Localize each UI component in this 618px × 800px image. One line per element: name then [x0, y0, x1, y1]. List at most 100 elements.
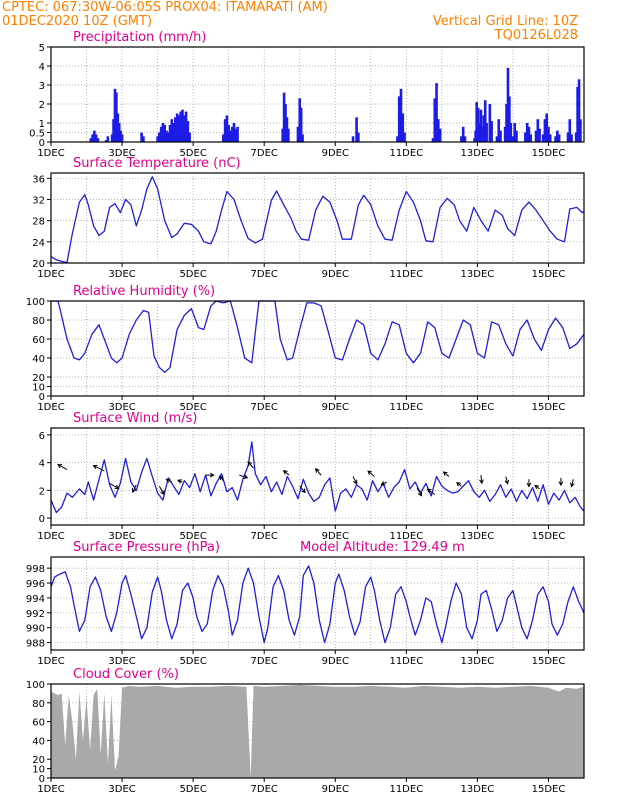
humidity-xtick-label: 1DEC — [37, 402, 64, 413]
pressure-ytick-label: 990 — [26, 624, 45, 635]
precipitation-bar — [568, 119, 572, 142]
precipitation-bar — [399, 88, 403, 142]
wind-line — [50, 441, 585, 514]
wind-frame — [50, 427, 585, 526]
wind-arrow — [426, 488, 436, 495]
precipitation-bar — [433, 98, 437, 142]
wind-arrow — [247, 461, 254, 469]
cloud-ytick-label: 10 — [32, 765, 45, 776]
pressure-ytick-label: 998 — [26, 564, 45, 575]
temperature-xtick-label: 15DEC — [532, 269, 566, 280]
precipitation-bar — [140, 132, 143, 142]
pressure-xtick-label: 15DEC — [532, 656, 566, 667]
temperature-ytick-label: 36 — [32, 174, 45, 185]
precipitation-bar — [510, 136, 514, 142]
wind-arrow — [132, 484, 137, 493]
precipitation-bar — [94, 134, 98, 142]
humidity-xtick-label: 15DEC — [532, 402, 566, 413]
wind-arrow — [282, 469, 290, 476]
pressure-ytick-label: 994 — [26, 594, 45, 605]
precipitation-bar — [506, 67, 510, 142]
precipitation-bar — [401, 113, 405, 142]
wind-arrow — [479, 475, 484, 485]
wind-ytick-label: 6 — [39, 431, 45, 442]
precipitation-bar — [232, 123, 236, 142]
precipitation-xtick-label: 5DEC — [179, 148, 206, 159]
precipitation-ytick-label: 5 — [39, 43, 45, 54]
temperature-xtick-label: 9DEC — [322, 269, 349, 280]
temperature-frame — [50, 172, 585, 264]
precipitation-bar — [397, 96, 401, 142]
temperature-ytick-label: 28 — [32, 217, 45, 228]
pressure-line — [50, 565, 585, 644]
precipitation-bar — [547, 126, 550, 142]
precipitation-bar — [541, 134, 545, 142]
precipitation-bar — [96, 138, 100, 142]
cloud-xtick-label: 11DEC — [389, 784, 423, 795]
wind-arrow — [504, 476, 510, 485]
wind-xtick-label: 5DEC — [179, 531, 206, 542]
precipitation-bar — [485, 123, 488, 142]
humidity-xtick-label: 13DEC — [461, 402, 495, 413]
precipitation-bar — [490, 121, 493, 142]
cloud-xtick-label: 9DEC — [322, 784, 349, 795]
wind-arrow — [219, 475, 224, 481]
pressure-xtick-label: 5DEC — [179, 656, 206, 667]
cloud-ytick-label: 60 — [32, 718, 45, 729]
cloud-ytick-label: 100 — [26, 680, 45, 691]
wind-xtick-label: 13DEC — [461, 531, 495, 542]
precipitation-bar — [548, 134, 552, 142]
pressure-title: Surface Pressure (hPa) — [73, 540, 220, 555]
wind-arrow — [534, 484, 540, 490]
pressure-xtick-label: 11DEC — [389, 656, 423, 667]
temperature-ytick-label: 20 — [32, 259, 45, 270]
cloud-ytick-label: 40 — [32, 736, 45, 747]
precipitation-bar — [509, 123, 513, 142]
humidity-xtick-label: 3DEC — [108, 402, 135, 413]
wind-ytick-label: 4 — [39, 459, 45, 470]
pressure-xtick-label: 1DEC — [37, 656, 64, 667]
precipitation-bar — [574, 132, 578, 142]
wind-arrow — [416, 487, 422, 497]
precipitation-bar — [174, 117, 177, 142]
cloud-ytick-label: 0 — [39, 774, 45, 785]
precipitation-bar — [188, 132, 191, 142]
precipitation-bar — [282, 92, 286, 142]
precipitation-xtick-label: 13DEC — [461, 148, 495, 159]
humidity-xtick-label: 7DEC — [251, 402, 278, 413]
cloud-title: Cloud Cover (%) — [73, 667, 179, 682]
precipitation-bar — [223, 119, 227, 142]
precipitation-bar — [508, 96, 511, 142]
cloud-frame — [50, 683, 585, 779]
precipitation-bar — [479, 109, 483, 142]
precipitation-ytick-label: 4 — [39, 62, 45, 73]
precipitation-xtick-label: 9DEC — [322, 148, 349, 159]
precipitation-bar — [437, 119, 440, 142]
precipitation-bar — [396, 136, 399, 142]
wind-arrow — [314, 468, 322, 476]
wind-arrow — [570, 479, 575, 488]
precipitation-bar — [119, 130, 122, 142]
precipitation-bar — [461, 126, 465, 142]
precipitation-bar — [222, 134, 225, 142]
wind-arrow — [239, 474, 249, 480]
precipitation-bar — [227, 124, 230, 142]
precipitation-bar — [110, 134, 114, 142]
wind-ytick-label: 2 — [39, 486, 45, 497]
precipitation-bar — [478, 123, 481, 142]
temperature-line — [50, 176, 585, 264]
precipitation-bar — [438, 128, 442, 142]
cloud-xtick-label: 1DEC — [37, 784, 64, 795]
humidity-ytick-label: 0 — [39, 392, 45, 403]
precipitation-bar — [499, 130, 502, 142]
precipitation-bar — [166, 132, 170, 142]
precipitation-bar — [534, 130, 538, 142]
precipitation-bar — [175, 113, 179, 142]
precipitation-xtick-label: 7DEC — [251, 148, 278, 159]
precipitation-bar — [403, 132, 406, 142]
precipitation-bar — [296, 126, 300, 142]
pressure-xtick-label: 3DEC — [108, 656, 135, 667]
humidity-line — [51, 300, 585, 373]
precipitation-bar — [503, 126, 507, 142]
